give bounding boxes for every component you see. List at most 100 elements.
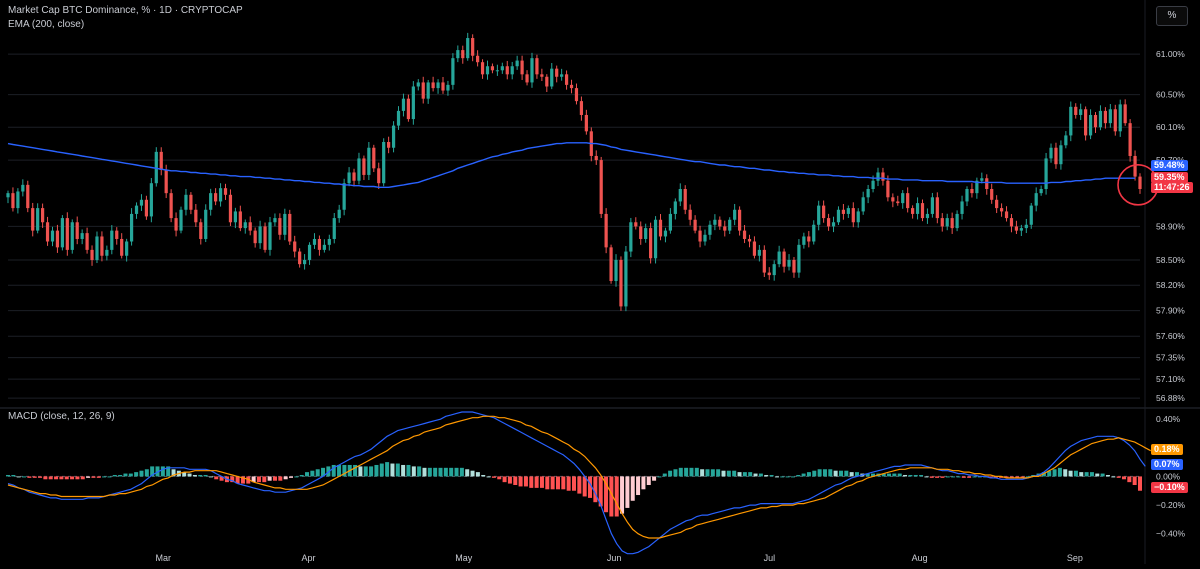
- candle: [50, 230, 55, 242]
- candle: [1123, 104, 1127, 124]
- macd-histogram-bar: [54, 476, 59, 480]
- candle: [747, 238, 752, 242]
- countdown-tag: 11:47:26: [1151, 182, 1193, 193]
- macd-histogram-bar: [993, 476, 998, 478]
- macd-histogram-bar: [726, 470, 731, 477]
- macd-histogram-bar: [668, 470, 673, 477]
- candle: [317, 238, 322, 250]
- candle: [678, 189, 682, 202]
- candle: [194, 209, 198, 223]
- macd-histogram-bar: [582, 476, 587, 497]
- candle: [856, 211, 860, 223]
- candles-group: [6, 32, 1142, 312]
- macd-histogram-bar: [769, 474, 774, 477]
- candle: [490, 66, 495, 71]
- macd-histogram-bar: [374, 464, 379, 477]
- candle: [273, 218, 277, 223]
- macd-histogram-bar: [903, 474, 908, 477]
- candle: [480, 62, 485, 75]
- candle: [214, 193, 218, 202]
- macd-histogram-bar: [470, 470, 475, 477]
- ema-legend[interactable]: EMA (200, close): [8, 19, 85, 30]
- candle: [782, 251, 786, 267]
- candle: [159, 151, 163, 170]
- macd-histogram-bar: [518, 476, 523, 487]
- candle: [451, 58, 455, 85]
- candle: [248, 222, 252, 231]
- candle: [985, 178, 989, 190]
- macd-histogram-bar: [801, 473, 806, 477]
- macd-histogram-bar: [716, 469, 721, 477]
- macd-histogram-bar: [475, 472, 480, 477]
- macd-histogram-bar: [732, 470, 737, 477]
- candle: [40, 208, 45, 223]
- macd-histogram-bar: [315, 469, 320, 477]
- candle: [110, 230, 114, 250]
- candle: [327, 238, 331, 245]
- macd-histogram-bar: [182, 472, 187, 477]
- candle: [599, 160, 603, 214]
- candle: [723, 226, 727, 231]
- candle: [1108, 109, 1112, 124]
- macd-histogram-bar: [443, 467, 448, 477]
- macd-histogram-bar: [1057, 467, 1062, 477]
- macd-histogram-bar: [636, 476, 641, 496]
- candle: [965, 189, 969, 202]
- candle: [431, 82, 435, 89]
- macd-histogram-bar: [331, 464, 336, 477]
- candle: [1128, 123, 1132, 156]
- macd-histogram-bar: [288, 476, 294, 478]
- macd-histogram-bar: [240, 476, 245, 484]
- macd-histogram-bar: [1031, 474, 1036, 477]
- price-tick-label: 58.90%: [1156, 221, 1185, 231]
- macd-histogram-bar: [513, 476, 518, 486]
- candle: [169, 193, 173, 219]
- candle: [619, 259, 623, 307]
- candle: [807, 236, 811, 242]
- candle: [337, 209, 341, 219]
- candle: [36, 208, 40, 231]
- candle: [189, 194, 193, 210]
- macd-histogram-bar: [267, 476, 272, 481]
- macd-histogram-bar: [235, 476, 240, 484]
- candle: [500, 66, 504, 71]
- macd-histogram-bar: [438, 467, 443, 477]
- macd-histogram-bar: [806, 472, 811, 477]
- candle: [876, 172, 880, 181]
- price-tick-label: 61.00%: [1156, 49, 1185, 59]
- macd-histogram-bar: [369, 466, 374, 477]
- candle: [95, 236, 99, 260]
- candle: [253, 230, 257, 244]
- macd-histogram-bar: [80, 476, 85, 480]
- candle: [258, 226, 262, 244]
- candle: [733, 209, 737, 220]
- macd-histogram-bar: [534, 476, 539, 488]
- histogram-value-tag: −0.10%: [1151, 482, 1188, 493]
- candle: [530, 58, 534, 83]
- macd-histogram-bar: [945, 476, 950, 478]
- candle: [243, 222, 247, 229]
- candle: [560, 74, 564, 77]
- macd-histogram-bar: [694, 467, 699, 477]
- candle: [970, 189, 974, 194]
- date-tick-label: May: [455, 553, 473, 563]
- macd-legend[interactable]: MACD (close, 12, 26, 9): [8, 411, 115, 422]
- candle: [164, 169, 168, 194]
- candle: [1118, 104, 1122, 132]
- candle: [134, 205, 139, 214]
- macd-histogram-bar: [812, 470, 817, 477]
- candle: [278, 218, 282, 235]
- macd-histogram-bar: [1100, 473, 1105, 477]
- candle: [703, 234, 707, 242]
- macd-histogram-bar: [208, 476, 213, 478]
- percent-scale-button[interactable]: %: [1156, 6, 1188, 26]
- candle: [223, 188, 228, 195]
- candle: [649, 228, 653, 259]
- candle: [1054, 147, 1058, 165]
- date-tick-label: Jul: [764, 553, 776, 563]
- candle: [841, 209, 846, 214]
- macd-histogram-bar: [1132, 476, 1137, 486]
- macd-histogram-bar: [16, 476, 21, 478]
- price-tick-label: 60.50%: [1156, 90, 1185, 100]
